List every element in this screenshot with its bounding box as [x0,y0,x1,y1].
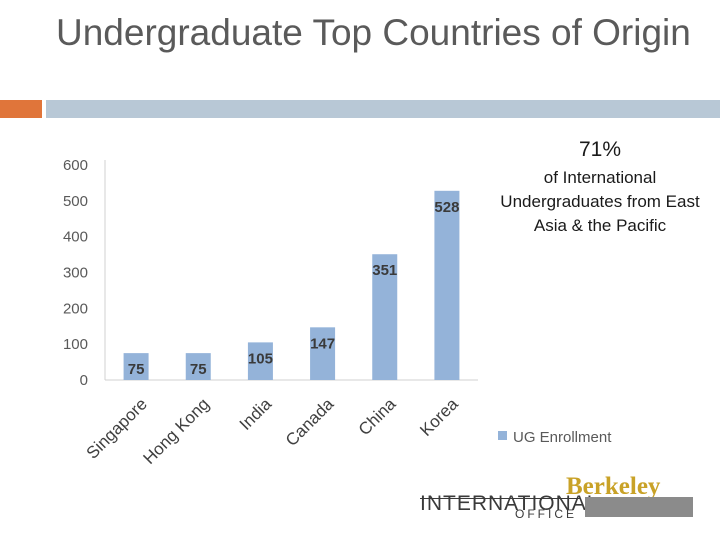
x-tick-label: India [236,394,276,434]
stat-percent: 71% [578,138,622,161]
data-label: 147 [310,335,335,352]
y-tick-label: 100 [63,336,88,353]
data-label: 351 [372,262,397,279]
x-tick-label: China [355,394,400,439]
slide-title: Undergraduate Top Countries of Origin [56,12,691,53]
title-divider-bar [46,100,720,118]
y-tick-label: 600 [63,157,88,174]
data-label: 105 [248,350,273,367]
data-label: 528 [434,199,459,216]
bar [434,190,460,380]
logo-berkeley: Berkeley [566,473,661,500]
stat-description: of International Undergraduates from Eas… [500,168,700,235]
bar [185,353,211,380]
bar [123,353,149,380]
bar [247,342,273,380]
x-tick-label: Canada [282,394,338,450]
title-accent-bar [0,100,42,118]
data-label: 75 [128,361,145,378]
y-tick-label: 0 [80,372,88,389]
y-tick-label: 200 [63,300,88,317]
data-label: 75 [190,361,207,378]
bar [310,327,336,380]
y-tick-label: 500 [63,193,88,210]
world-map-icon [585,497,693,517]
bar [372,254,398,380]
legend-label: UG Enrollment [513,429,612,446]
x-tick-label: Hong Kong [139,394,213,468]
y-tick-label: 400 [63,229,88,246]
y-tick-label: 300 [63,265,88,282]
logo-international: INTERNATIONAL [420,492,600,515]
logo-office: OFFICE [515,507,577,521]
legend-swatch [498,431,507,440]
x-tick-label: Korea [416,394,462,440]
logo-rule [420,498,580,499]
